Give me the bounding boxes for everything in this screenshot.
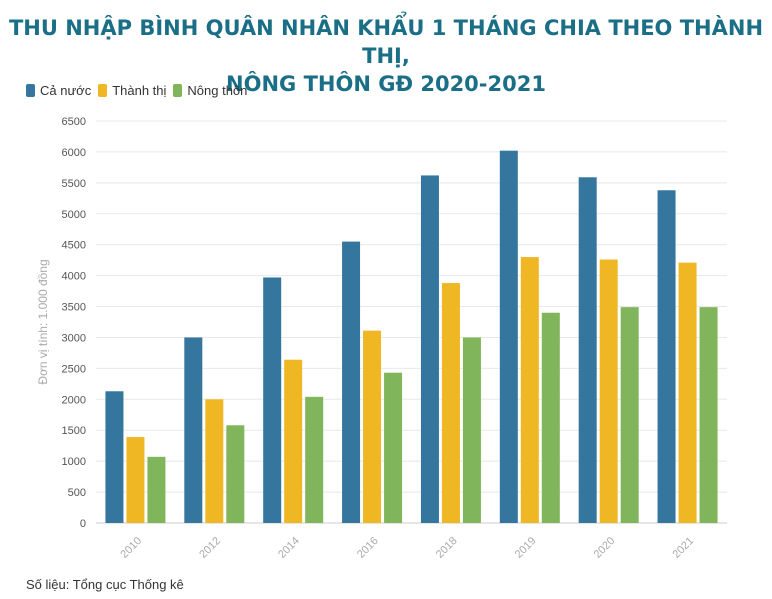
- bars: [105, 150, 718, 523]
- bar-ca-nuoc-2010[interactable]: [105, 391, 124, 523]
- bar-nong-thon-2018[interactable]: [462, 337, 481, 523]
- legend-swatch-ca-nuoc: [26, 84, 35, 97]
- chart-title-line-2: NÔNG THÔN GĐ 2020-2021: [226, 72, 546, 96]
- bar-thanh-thi-2021[interactable]: [678, 262, 697, 523]
- legend-label-nong-thon: Nông thôn: [187, 83, 248, 98]
- bar-nong-thon-2021[interactable]: [699, 307, 718, 523]
- y-tick-label: 4000: [62, 271, 86, 283]
- x-tick-label: 2014: [276, 535, 302, 561]
- bar-ca-nuoc-2020[interactable]: [578, 177, 597, 523]
- bar-ca-nuoc-2012[interactable]: [184, 337, 203, 523]
- x-tick-label: 2019: [513, 535, 539, 561]
- y-tick-label: 4500: [62, 240, 86, 252]
- y-tick-label: 1500: [62, 425, 86, 437]
- bar-ca-nuoc-2014[interactable]: [263, 277, 282, 523]
- y-tick-label: 3000: [62, 332, 86, 344]
- bar-thanh-thi-2014[interactable]: [284, 359, 303, 523]
- bar-thanh-thi-2020[interactable]: [599, 259, 618, 523]
- y-tick-label: 2500: [62, 363, 86, 375]
- bar-nong-thon-2014[interactable]: [305, 396, 324, 523]
- x-tick-label: 2016: [355, 535, 381, 561]
- y-tick-label: 3500: [62, 302, 86, 314]
- legend-item-thanh-thi[interactable]: Thành thị: [98, 83, 166, 98]
- bar-thanh-thi-2012[interactable]: [205, 399, 224, 523]
- x-tick-label: 2010: [118, 535, 144, 561]
- legend-label-ca-nuoc: Cả nước: [40, 83, 92, 98]
- y-tick-label: 500: [68, 487, 86, 499]
- chart-title: THU NHẬP BÌNH QUÂN NHÂN KHẨU 1 THÁNG CHI…: [0, 14, 772, 98]
- x-tick-label: 2018: [434, 535, 460, 561]
- y-tick-label: 1000: [62, 456, 86, 468]
- y-axis-ticks: 0 500 1000 1500 2000 2500 3000 3500 4000 4500 5000…: [62, 116, 86, 530]
- legend-item-ca-nuoc[interactable]: Cả nước: [26, 83, 91, 98]
- x-tick-label: 2021: [671, 535, 697, 561]
- legend-swatch-nong-thon: [173, 84, 183, 97]
- bar-nong-thon-2016[interactable]: [384, 372, 403, 523]
- chart-legend: Cả nước Thành thị Nông thôn: [26, 83, 254, 98]
- source-note: Số liệu: Tổng cục Thống kê: [26, 577, 184, 592]
- bar-thanh-thi-2019[interactable]: [520, 257, 539, 523]
- bar-ca-nuoc-2019[interactable]: [499, 150, 518, 523]
- legend-swatch-thanh-thi: [98, 84, 108, 97]
- chart-title-line-1: THU NHẬP BÌNH QUÂN NHÂN KHẨU 1 THÁNG CHI…: [8, 16, 764, 68]
- bar-nong-thon-2019[interactable]: [541, 312, 560, 523]
- y-tick-label: 5000: [62, 209, 86, 221]
- y-tick-label: 5500: [62, 178, 86, 190]
- bar-nong-thon-2012[interactable]: [226, 425, 245, 523]
- bar-nong-thon-2020[interactable]: [620, 307, 639, 523]
- y-tick-label: 2000: [62, 394, 86, 406]
- legend-item-nong-thon[interactable]: Nông thôn: [173, 83, 247, 98]
- bar-thanh-thi-2016[interactable]: [363, 330, 382, 523]
- bar-ca-nuoc-2016[interactable]: [342, 241, 361, 523]
- bar-thanh-thi-2010[interactable]: [126, 437, 145, 523]
- bar-nong-thon-2010[interactable]: [147, 456, 166, 523]
- x-tick-label: 2012: [197, 535, 223, 561]
- bar-ca-nuoc-2021[interactable]: [657, 190, 676, 523]
- bar-thanh-thi-2018[interactable]: [441, 283, 460, 523]
- y-tick-label: 6000: [62, 147, 86, 159]
- x-axis-ticks: 2010 2012 2014 2016 2018 2019 2020 2021: [118, 535, 696, 561]
- y-tick-label: 6500: [62, 116, 86, 128]
- x-tick-label: 2020: [592, 535, 618, 561]
- y-axis-label: Đơn vị tính: 1.000 đồng: [36, 259, 50, 384]
- legend-label-thanh-thi: Thành thị: [112, 83, 167, 98]
- y-tick-label: 0: [80, 518, 86, 530]
- bar-ca-nuoc-2018[interactable]: [420, 175, 439, 523]
